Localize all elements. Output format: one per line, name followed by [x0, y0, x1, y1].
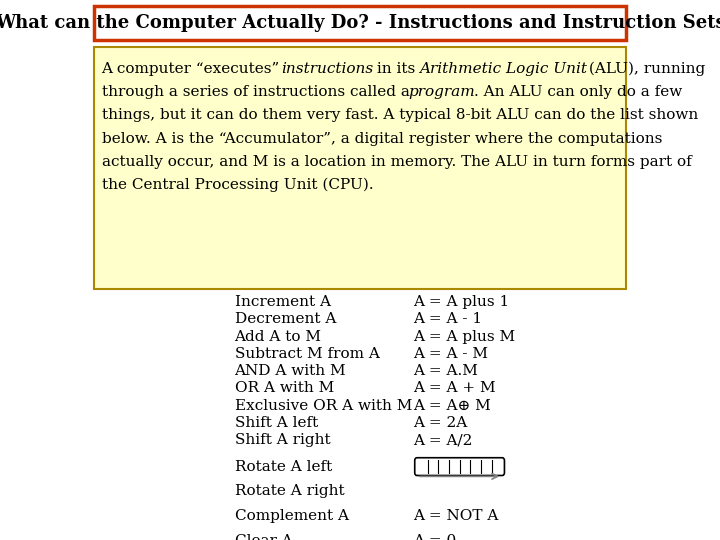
Text: A computer “executes”: A computer “executes”	[102, 62, 284, 76]
Text: the Central Processing Unit (CPU).: the Central Processing Unit (CPU).	[102, 178, 373, 192]
Text: A = A⊕ M: A = A⊕ M	[413, 399, 491, 413]
Text: (ALU), running: (ALU), running	[584, 62, 705, 77]
Text: Shift A right: Shift A right	[235, 434, 330, 448]
Text: A = A/2: A = A/2	[413, 434, 472, 448]
Text: A = A - 1: A = A - 1	[413, 312, 482, 326]
Text: actually occur, and M is a location in memory. The ALU in turn forms part of: actually occur, and M is a location in m…	[102, 154, 691, 168]
Text: Add A to M: Add A to M	[235, 329, 322, 343]
Text: Complement A: Complement A	[235, 509, 348, 523]
Text: through a series of instructions called a: through a series of instructions called …	[102, 85, 414, 99]
Text: program: program	[408, 85, 475, 99]
Text: Rotate A left: Rotate A left	[235, 460, 332, 474]
FancyBboxPatch shape	[94, 6, 626, 40]
FancyBboxPatch shape	[415, 458, 505, 476]
Text: A = 0: A = 0	[413, 534, 456, 540]
Text: A = A plus M: A = A plus M	[413, 329, 516, 343]
Text: What can the Computer Actually Do? - Instructions and Instruction Sets: What can the Computer Actually Do? - Ins…	[0, 14, 720, 32]
Text: Subtract M from A: Subtract M from A	[235, 347, 379, 361]
Text: A = NOT A: A = NOT A	[413, 509, 498, 523]
Text: A = A - M: A = A - M	[413, 347, 488, 361]
Text: OR A with M: OR A with M	[235, 381, 334, 395]
Text: Clear A: Clear A	[235, 534, 292, 540]
Text: instructions: instructions	[281, 62, 374, 76]
Text: Rotate A right: Rotate A right	[235, 484, 344, 498]
Text: Decrement A: Decrement A	[235, 312, 336, 326]
FancyBboxPatch shape	[94, 47, 626, 288]
Text: things, but it can do them very fast. A typical 8-bit ALU can do the list shown: things, but it can do them very fast. A …	[102, 109, 698, 123]
Text: below. A is the “Accumulator”, a digital register where the computations: below. A is the “Accumulator”, a digital…	[102, 132, 662, 145]
Text: Increment A: Increment A	[235, 295, 330, 309]
Text: . An ALU can only do a few: . An ALU can only do a few	[474, 85, 682, 99]
Text: Exclusive OR A with M: Exclusive OR A with M	[235, 399, 412, 413]
Text: A = 2A: A = 2A	[413, 416, 467, 430]
Text: A = A + M: A = A + M	[413, 381, 496, 395]
Text: A = A.M: A = A.M	[413, 364, 478, 378]
FancyBboxPatch shape	[415, 483, 505, 501]
Text: Shift A left: Shift A left	[235, 416, 318, 430]
Text: A = A plus 1: A = A plus 1	[413, 295, 510, 309]
Text: in its: in its	[372, 62, 420, 76]
Text: Arithmetic Logic Unit: Arithmetic Logic Unit	[419, 62, 587, 76]
Text: AND A with M: AND A with M	[235, 364, 346, 378]
